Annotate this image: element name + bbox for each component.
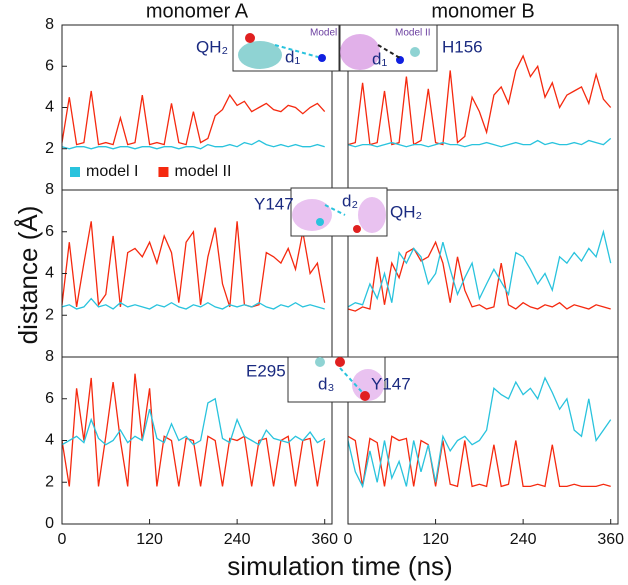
atom	[396, 56, 404, 64]
y-tick-label: 2	[45, 140, 54, 157]
molecule	[292, 199, 332, 231]
distance-line	[377, 44, 401, 59]
y-axis-label: distance (Å)	[13, 206, 43, 345]
x-tick-label: 120	[422, 531, 449, 548]
inset: d₃ E295 Y147	[246, 356, 411, 403]
legend-swatch	[158, 167, 169, 177]
y-tick-label: 0	[45, 515, 54, 532]
series-line	[61, 397, 326, 446]
series-line	[61, 90, 326, 146]
atom	[318, 54, 326, 62]
y-tick-label: 6	[45, 390, 54, 407]
atom	[245, 33, 255, 43]
panel: 0 120 240 360	[344, 356, 624, 548]
inset-label: QH₂	[196, 37, 228, 56]
inset-label: QH₂	[390, 202, 422, 221]
series-line	[61, 139, 325, 150]
series-line	[347, 229, 612, 308]
molecule	[352, 369, 384, 401]
atom	[315, 357, 325, 367]
legend-label: model II	[174, 163, 231, 180]
x-tick-label: 120	[136, 531, 163, 548]
y-tick-label: 6	[45, 223, 54, 240]
x-tick-label: 0	[344, 531, 353, 548]
molecule	[340, 34, 380, 70]
inset-distance: d₃	[318, 374, 334, 393]
column-title: monomer B	[431, 0, 534, 22]
x-tick-label: 360	[597, 531, 624, 548]
panel: 2 4 6 8 monomer A model I model II	[45, 0, 333, 191]
inset: Model II d₁ H156	[339, 24, 483, 72]
y-tick-label: 6	[45, 57, 54, 74]
atom	[353, 225, 361, 233]
panel-frame	[347, 356, 619, 525]
molecule	[358, 197, 386, 233]
y-tick-label: 4	[45, 265, 54, 282]
series-line	[347, 376, 612, 489]
y-tick-label: 2	[45, 306, 54, 323]
x-tick-label: 240	[224, 531, 251, 548]
inset-label: H156	[442, 37, 483, 56]
y-tick-label: 4	[45, 99, 54, 116]
series-line	[61, 221, 326, 308]
plots: 2 4 6 8 monomer A model I model II monomer B 2 4 6…	[45, 0, 624, 548]
inset-distance: d₁	[285, 47, 300, 66]
series-line	[347, 240, 611, 312]
series-line	[61, 373, 326, 487]
inset-model: Model II	[395, 28, 431, 39]
panel: 0 2 4 6 8 0 120 240 360	[45, 348, 338, 548]
atom	[360, 391, 370, 401]
atom	[410, 47, 420, 57]
inset-model: Model I	[310, 28, 343, 39]
y-tick-label: 8	[45, 348, 54, 365]
inset-label: Y147	[371, 374, 411, 393]
y-tick-label: 8	[45, 181, 54, 198]
inset-distance: d₁	[372, 49, 387, 68]
atom	[335, 357, 345, 367]
x-tick-label: 360	[311, 531, 338, 548]
series-line	[347, 137, 612, 148]
inset: d₂ Y147 QH₂	[254, 187, 422, 237]
panel-frame	[347, 189, 619, 358]
legend-label: model I	[86, 163, 138, 180]
inset-distance: d₂	[342, 191, 358, 210]
column-title: monomer A	[146, 0, 249, 22]
panel: 2 4 6 8	[45, 181, 333, 358]
legend-swatch	[70, 167, 80, 177]
insets: Model I d₁ QH₂ Model II d₁ H156 d₂ Y147 …	[196, 24, 483, 403]
y-tick-label: 4	[45, 432, 54, 449]
inset-label: Y147	[254, 194, 294, 213]
distance-line	[274, 44, 319, 58]
molecule	[238, 41, 282, 69]
y-tick-label: 2	[45, 473, 54, 490]
distance-line	[339, 367, 363, 393]
distance-line	[324, 204, 346, 216]
x-tick-label: 240	[510, 531, 537, 548]
panel	[347, 189, 619, 358]
inset-label: E295	[246, 361, 286, 380]
atom	[316, 218, 324, 226]
series-line	[347, 54, 612, 146]
series-line	[347, 435, 611, 488]
y-tick-label: 8	[45, 16, 54, 33]
x-axis-label: simulation time (ns)	[227, 551, 452, 581]
x-tick-label: 0	[58, 531, 67, 548]
series-line	[61, 297, 325, 310]
inset: Model I d₁ QH₂	[196, 24, 343, 72]
